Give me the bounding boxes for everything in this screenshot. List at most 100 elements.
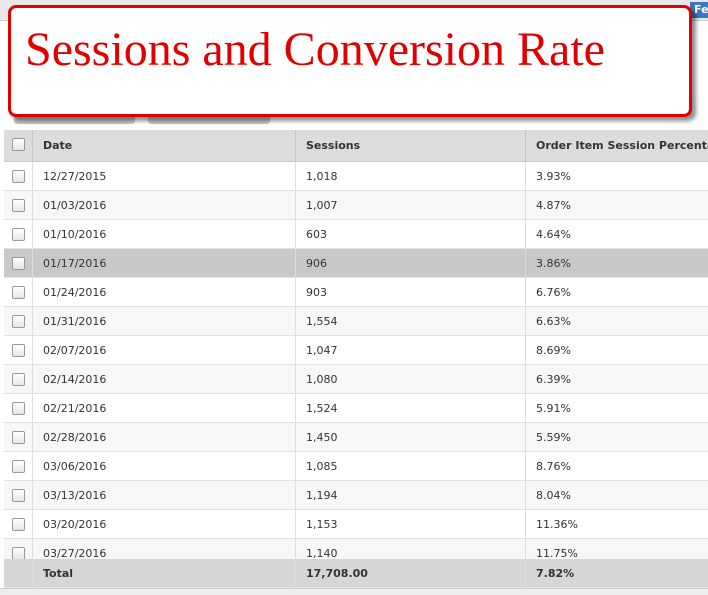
checkbox[interactable]	[12, 373, 25, 386]
cell	[4, 307, 32, 335]
cell: 1,450	[295, 423, 525, 451]
checkbox[interactable]	[12, 489, 25, 502]
cell: 02/28/2016	[32, 423, 295, 451]
callout-title: Sessions and Conversion Rate	[25, 23, 605, 76]
table-row[interactable]: 02/28/2016 1,450 5.59%	[4, 423, 708, 452]
cell: 1,153	[295, 510, 525, 538]
cell: 8.69%	[525, 336, 708, 364]
cell: 4.64%	[525, 220, 708, 248]
cell	[4, 481, 32, 509]
toolbar-button[interactable]: Fe	[690, 2, 708, 18]
cell: 03/13/2016	[32, 481, 295, 509]
total-row: Total 17,708.00 7.82%	[4, 559, 708, 588]
cell: 1,524	[295, 394, 525, 422]
cell: 3.86%	[525, 249, 708, 277]
cell	[4, 510, 32, 538]
checkbox[interactable]	[12, 257, 25, 270]
cell: 17,708.00	[295, 559, 525, 587]
cell: 03/20/2016	[32, 510, 295, 538]
cell	[4, 539, 32, 559]
cell	[4, 394, 32, 422]
cell: 5.59%	[525, 423, 708, 451]
table-row[interactable]: 03/06/2016 1,085 8.76%	[4, 452, 708, 481]
checkbox[interactable]	[12, 547, 25, 559]
table-row[interactable]: 03/20/2016 1,153 11.36%	[4, 510, 708, 539]
cell	[4, 249, 32, 277]
cell: Total	[32, 559, 295, 587]
cell: 03/27/2016	[32, 539, 295, 559]
cell: 1,140	[295, 539, 525, 559]
table-row[interactable]: 02/14/2016 1,080 6.39%	[4, 365, 708, 394]
cell: 1,018	[295, 162, 525, 190]
cell	[4, 452, 32, 480]
cell: 02/07/2016	[32, 336, 295, 364]
table-row[interactable]: 02/07/2016 1,047 8.69%	[4, 336, 708, 365]
cell: 02/21/2016	[32, 394, 295, 422]
cell: 11.36%	[525, 510, 708, 538]
table-row[interactable]: 12/27/2015 1,018 3.93%	[4, 162, 708, 191]
cell: 903	[295, 278, 525, 306]
table-row[interactable]: 03/13/2016 1,194 8.04%	[4, 481, 708, 510]
checkbox[interactable]	[12, 199, 25, 212]
cell: 6.39%	[525, 365, 708, 393]
cell	[4, 278, 32, 306]
checkbox[interactable]	[12, 170, 25, 183]
cell: 1,080	[295, 365, 525, 393]
checkbox[interactable]	[12, 402, 25, 415]
cell: 01/17/2016	[32, 249, 295, 277]
cell: 01/03/2016	[32, 191, 295, 219]
cell	[4, 191, 32, 219]
cell: 8.04%	[525, 481, 708, 509]
cell	[4, 423, 32, 451]
column-header[interactable]: Date	[32, 130, 295, 161]
cell	[4, 220, 32, 248]
cell: 5.91%	[525, 394, 708, 422]
cell: 01/24/2016	[32, 278, 295, 306]
cell: 3.93%	[525, 162, 708, 190]
table-header: Date Sessions Order Item Session Percent…	[4, 130, 708, 162]
cell: 01/10/2016	[32, 220, 295, 248]
table-row[interactable]: 02/21/2016 1,524 5.91%	[4, 394, 708, 423]
cell: 906	[295, 249, 525, 277]
cell	[4, 162, 32, 190]
cell: 1,047	[295, 336, 525, 364]
cell: 1,085	[295, 452, 525, 480]
cell: 1,007	[295, 191, 525, 219]
column-header[interactable]: Sessions	[295, 130, 525, 161]
cell	[4, 365, 32, 393]
cell: 03/06/2016	[32, 452, 295, 480]
cell: 1,194	[295, 481, 525, 509]
cell: 6.63%	[525, 307, 708, 335]
table-body: 12/27/2015 1,018 3.93% 01/03/2016 1,007 4.87%…	[0, 162, 708, 559]
cell	[4, 559, 32, 587]
table-row[interactable]: 01/10/2016 603 4.64%	[4, 220, 708, 249]
checkbox[interactable]	[12, 286, 25, 299]
cell: 7.82%	[525, 559, 708, 587]
cell: 11.75%	[525, 539, 708, 559]
cell: 4.87%	[525, 191, 708, 219]
table-row[interactable]: 01/17/2016 906 3.86%	[4, 249, 708, 278]
select-all-cell	[4, 130, 32, 161]
checkbox[interactable]	[12, 315, 25, 328]
checkbox[interactable]	[12, 138, 25, 151]
checkbox[interactable]	[12, 518, 25, 531]
table-row[interactable]: 01/03/2016 1,007 4.87%	[4, 191, 708, 220]
cell: 603	[295, 220, 525, 248]
cell: 02/14/2016	[32, 365, 295, 393]
checkbox[interactable]	[12, 344, 25, 357]
cell: 12/27/2015	[32, 162, 295, 190]
table-row[interactable]: 03/27/2016 1,140 11.75%	[4, 539, 708, 559]
table-row[interactable]: 01/31/2016 1,554 6.63%	[4, 307, 708, 336]
cell	[4, 336, 32, 364]
cell: 8.76%	[525, 452, 708, 480]
cell: 01/31/2016	[32, 307, 295, 335]
checkbox[interactable]	[12, 431, 25, 444]
checkbox[interactable]	[12, 228, 25, 241]
table-row[interactable]: 01/24/2016 903 6.76%	[4, 278, 708, 307]
column-header[interactable]: Order Item Session Percenta	[525, 130, 708, 161]
checkbox[interactable]	[12, 460, 25, 473]
scrollbar[interactable]	[0, 588, 708, 595]
cell: 1,554	[295, 307, 525, 335]
callout: Sessions and Conversion Rate	[8, 5, 692, 117]
